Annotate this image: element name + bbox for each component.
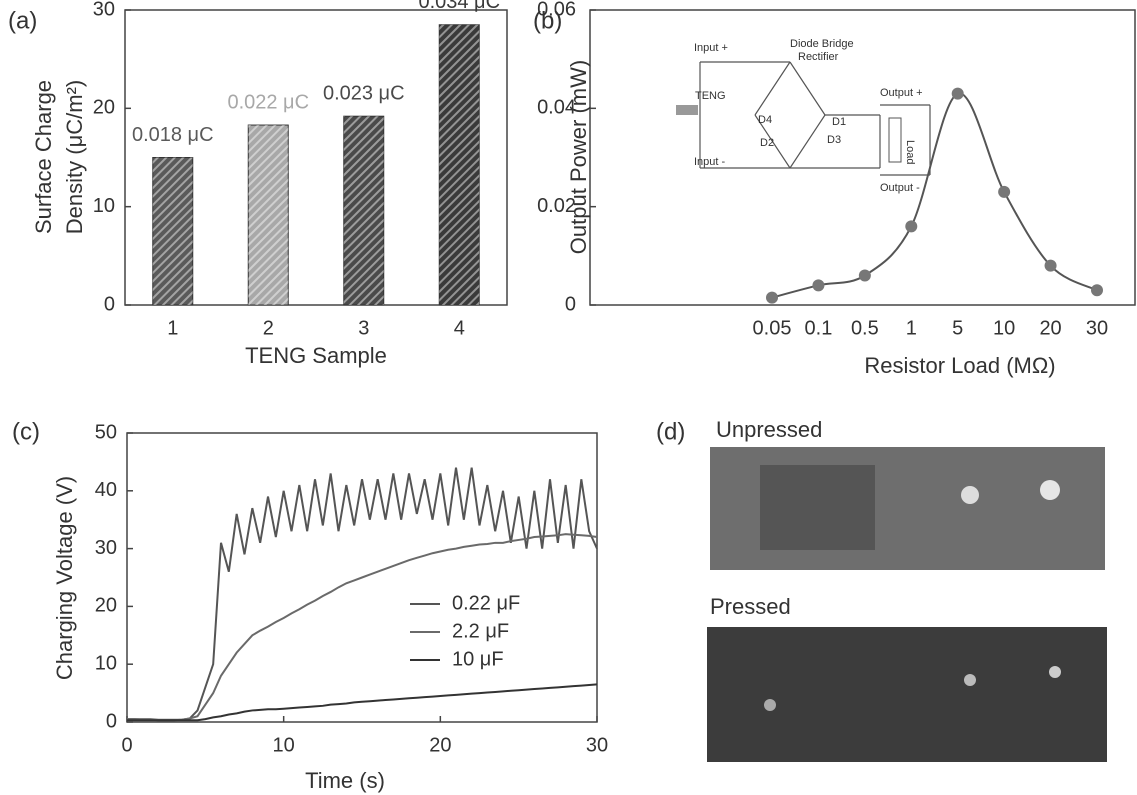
x-tick-label: 30 [1086, 317, 1108, 339]
bar-hatch [248, 125, 289, 305]
bar-annotation: 0.034 μC [418, 0, 500, 13]
led [764, 699, 776, 711]
data-point [858, 269, 871, 282]
photo-caption: Unpressed [716, 417, 822, 442]
inset-load [888, 117, 902, 163]
x-axis-label: Time (s) [305, 768, 385, 793]
led [1049, 666, 1061, 678]
inset-label: D2 [760, 137, 774, 149]
y-tick-label: 0 [104, 293, 115, 315]
inset-label: Rectifier [798, 51, 839, 63]
inset-wire [754, 61, 791, 116]
x-tick-label: 3 [358, 317, 369, 339]
data-point [905, 220, 918, 233]
data-line [127, 467, 598, 722]
led [961, 486, 979, 504]
y-tick-label: 30 [95, 537, 117, 559]
x-tick-label: 20 [429, 734, 451, 756]
photo-detail [760, 465, 875, 550]
inset-wire [789, 114, 826, 169]
y-axis-label: Output Power (mW) [566, 60, 591, 254]
y-tick-label: 0.06 [537, 0, 576, 20]
y-axis-label: Density (μC/m²) [62, 80, 87, 234]
y-tick-label: 10 [95, 652, 117, 674]
data-point [1044, 259, 1057, 272]
y-tick-label: 0 [565, 293, 576, 315]
x-tick-label: 0 [121, 734, 132, 756]
inset-label: TENG [695, 90, 726, 102]
y-tick-label: 0.04 [537, 97, 576, 119]
inset-label: D3 [827, 134, 841, 146]
data-point [1091, 284, 1103, 297]
data-point [951, 87, 964, 100]
y-tick-label: 0.02 [537, 195, 576, 217]
x-tick-label: 1 [167, 317, 178, 339]
y-tick-label: 50 [95, 421, 117, 443]
panel-label: (c) [12, 418, 40, 445]
data-line [127, 683, 598, 722]
bar-annotation: 0.022 μC [227, 91, 309, 113]
plot-frame [589, 9, 1136, 306]
inset-wire [789, 61, 826, 116]
inset-label: Output - [880, 182, 920, 194]
x-tick-label: 1 [906, 317, 917, 339]
panel-label: (d) [656, 418, 685, 445]
x-tick-label: 5 [952, 317, 963, 339]
legend-label: 10 μF [452, 648, 504, 670]
legend-label: 0.22 μF [452, 592, 520, 614]
inset-teng [676, 105, 698, 115]
data-line [127, 533, 598, 721]
data-point [812, 279, 825, 292]
y-tick-label: 40 [95, 479, 117, 501]
inset-wire [754, 114, 791, 169]
inset-label: D1 [832, 116, 846, 128]
y-tick-label: 20 [95, 595, 117, 617]
x-tick-label: 10 [273, 734, 295, 756]
data-point [766, 291, 778, 304]
bar-hatch [343, 116, 384, 305]
inset-label: Diode Bridge [790, 38, 854, 50]
x-tick-label: 2 [263, 317, 274, 339]
y-axis-label: Surface Charge [31, 80, 56, 234]
x-tick-label: 30 [586, 734, 608, 756]
bar-hatch [152, 157, 193, 305]
panel-label: (b) [533, 7, 562, 34]
legend-label: 2.2 μF [452, 620, 509, 642]
data-line [771, 92, 1098, 299]
bar-hatch [439, 24, 480, 305]
inset-label: Input + [694, 42, 728, 54]
led [964, 674, 976, 686]
y-tick-label: 0 [106, 710, 117, 732]
data-point [998, 185, 1011, 198]
plot-frame [126, 432, 598, 723]
y-tick-label: 20 [93, 97, 115, 119]
x-tick-label: 0.05 [753, 317, 792, 339]
x-tick-label: 0.5 [851, 317, 879, 339]
bar-annotation: 0.018 μC [132, 124, 214, 146]
inset-label: Load [904, 140, 916, 164]
panel-label: (a) [8, 7, 37, 34]
photo-caption: Pressed [710, 594, 791, 619]
inset-label: Input - [694, 156, 726, 168]
led [1040, 480, 1060, 500]
plot-frame [124, 9, 508, 306]
inset-label: D4 [758, 114, 772, 126]
photo [707, 627, 1107, 762]
y-tick-label: 30 [93, 0, 115, 20]
x-tick-label: 20 [1039, 317, 1061, 339]
inset-label: Output + [880, 87, 923, 99]
bar-annotation: 0.023 μC [323, 82, 405, 104]
x-tick-label: 10 [993, 317, 1015, 339]
x-axis-label: TENG Sample [245, 343, 387, 368]
y-axis-label: Charging Voltage (V) [52, 476, 77, 680]
x-tick-label: 0.1 [805, 317, 833, 339]
x-tick-label: 4 [454, 317, 465, 339]
x-axis-label: Resistor Load (MΩ) [864, 353, 1055, 378]
y-tick-label: 10 [93, 195, 115, 217]
